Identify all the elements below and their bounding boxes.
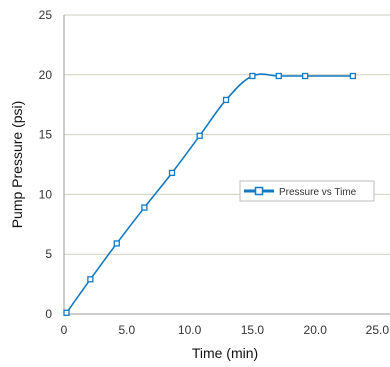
x-tick-label-5: 25.0 [366,323,390,337]
y-axis-title: Pump Pressure (psi) [9,101,25,229]
y-tick-label-3: 15 [39,128,53,142]
data-point-4 [168,169,176,177]
legend-box [239,180,375,202]
data-point-10 [349,72,357,80]
x-tick-label-2: 10.0 [178,323,202,337]
grid-lines [64,14,390,255]
data-point-2 [113,240,120,247]
data-point-5 [196,132,203,139]
x-axis-title: Time (min) [192,345,258,361]
data-point-0 [63,309,70,316]
data-point-6 [222,96,230,104]
x-tick-label-3: 15.0 [241,323,265,337]
data-point-7 [249,72,256,80]
x-tick-label-0: 0 [61,323,68,337]
y-tick-label-5: 25 [39,8,53,22]
x-tick-labels: 0 5.0 10.0 15.0 20.0 25.0 [61,323,390,337]
x-tick-label-4: 20.0 [304,323,328,337]
y-tick-label-2: 10 [39,187,53,201]
series-markers [63,72,357,316]
data-point-3 [141,204,148,211]
legend-marker-swatch [254,186,264,196]
data-point-8 [275,72,282,80]
data-point-9 [302,72,309,80]
data-point-1 [87,276,94,283]
y-tick-label-4: 20 [39,68,53,82]
y-tick-label-0: 0 [45,307,52,321]
x-tick-label-1: 5.0 [118,323,135,337]
legend-label: Pressure vs Time [279,187,357,198]
legend: Pressure vs Time [239,180,375,202]
y-tick-labels: 0 5 10 15 20 25 [39,8,53,321]
y-tick-label-1: 5 [45,247,52,261]
